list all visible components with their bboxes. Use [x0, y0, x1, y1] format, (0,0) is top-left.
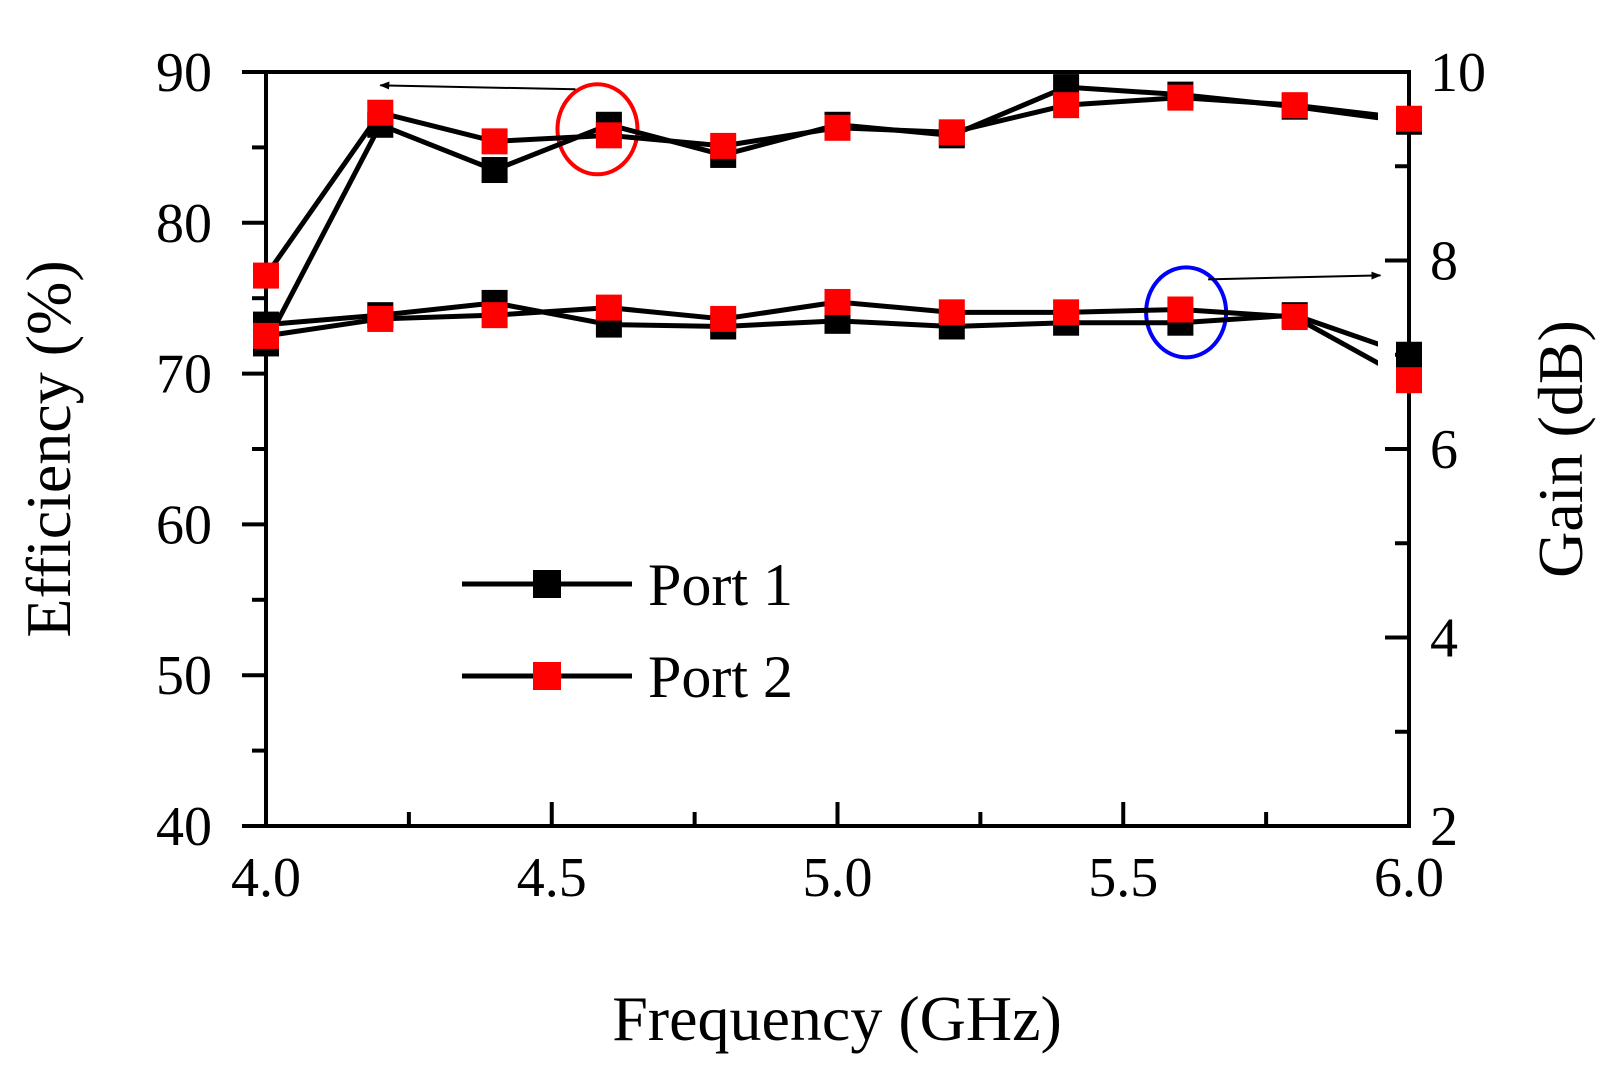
- x-axis-title: Frequency (GHz): [612, 983, 1062, 1054]
- data-point-port-2-efficiency: [1281, 92, 1308, 119]
- y-right-tick-label: 10: [1430, 42, 1486, 104]
- legend-label-port-1: Port 1: [648, 552, 793, 618]
- data-point-port-2-efficiency: [824, 114, 851, 141]
- data-point-port-2-efficiency: [481, 128, 508, 155]
- plot-frame: [264, 70, 1411, 828]
- x-tick-label: 5.0: [803, 847, 873, 909]
- x-tick-label: 5.5: [1088, 847, 1158, 909]
- data-point-port-2-efficiency: [253, 262, 279, 289]
- right-axis-arrow: [1208, 271, 1382, 281]
- legend: Port 1 Port 2: [462, 552, 793, 710]
- y-left-tick-label: 60: [156, 494, 212, 556]
- x-tick-label: 4.0: [231, 847, 301, 909]
- data-point-port-2-gain: [1053, 299, 1080, 326]
- y-right-tick-label: 4: [1430, 608, 1458, 670]
- data-point-port-2-efficiency: [595, 122, 622, 149]
- red-annotation-circle: [555, 82, 640, 177]
- data-point-port-2-gain: [1167, 296, 1194, 323]
- x-tick-label: 4.5: [517, 847, 587, 909]
- y-left-tick-label: 50: [156, 645, 212, 707]
- y-left-tick-label: 70: [156, 344, 212, 406]
- legend-entry-port-2: Port 2: [462, 644, 793, 710]
- y-right-tick-label: 8: [1430, 231, 1458, 293]
- data-point-port-2-efficiency: [1053, 92, 1080, 119]
- data-point-port-2-gain: [1281, 304, 1308, 331]
- y-left-tick-label: 40: [156, 796, 212, 858]
- y-axis-right-title: Gain (dB): [1525, 320, 1596, 578]
- axis-ticks: [242, 70, 1411, 828]
- y-left-tick-label: 80: [156, 193, 212, 255]
- legend-marker-port-1: [533, 570, 561, 598]
- annotations: [379, 81, 1382, 360]
- series-markers: [253, 74, 1422, 394]
- data-point-port-2-gain: [710, 305, 737, 332]
- data-point-port-2-efficiency: [1396, 105, 1422, 132]
- legend-entry-port-1: Port 1: [462, 552, 793, 618]
- tick-labels: 4.0 4.5 5.0 5.5 6.0 40 50 60 70 80 90 2 4 6 8 10: [156, 42, 1486, 909]
- data-point-port-2-gain: [1396, 367, 1422, 394]
- data-point-port-2-efficiency: [710, 132, 737, 159]
- y-axis-left-title: Efficiency (%): [13, 260, 84, 637]
- data-point-port-2-efficiency: [938, 119, 965, 146]
- data-point-port-2-gain: [595, 294, 622, 321]
- data-point-port-2-efficiency: [1167, 84, 1194, 111]
- data-point-port-1-gain: [1396, 341, 1422, 368]
- left-axis-arrow: [379, 81, 576, 91]
- data-point-port-2-gain: [824, 288, 851, 315]
- data-point-port-2-gain: [367, 305, 394, 332]
- y-left-tick-label: 90: [156, 42, 212, 104]
- data-point-port-2-efficiency: [367, 99, 394, 126]
- data-point-port-2-gain: [253, 322, 279, 349]
- data-point-port-1-efficiency: [481, 157, 508, 184]
- legend-marker-port-2: [533, 662, 561, 690]
- y-right-tick-label: 6: [1430, 419, 1458, 481]
- data-point-port-2-gain: [481, 302, 508, 329]
- x-tick-label: 6.0: [1374, 847, 1444, 909]
- legend-label-port-2: Port 2: [648, 644, 793, 710]
- y-right-tick-label: 2: [1430, 796, 1458, 858]
- data-point-port-2-gain: [938, 299, 965, 326]
